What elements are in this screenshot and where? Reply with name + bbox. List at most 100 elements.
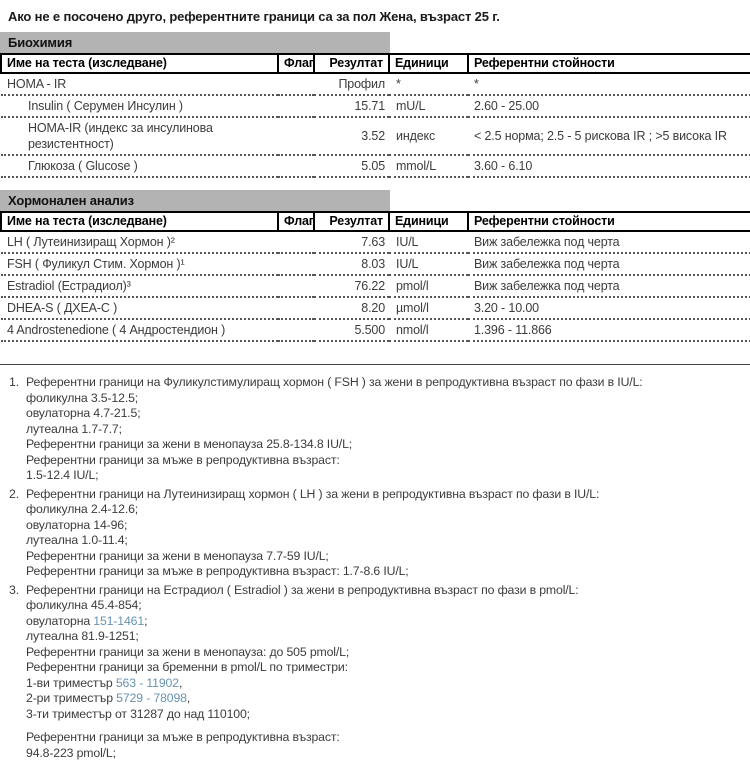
table-row-lh: LH ( Лутеинизиращ Хормон )² 7.63 IU/L Ви… [1,231,750,254]
units-cell: mU/L [389,95,468,118]
footnote-line: Референтни граници за мъже в репродуктив… [26,452,340,467]
footnote-line: Референтни граници за жени в менопауза: … [26,644,350,659]
flag-cell [278,297,314,320]
test-name-cell: Insulin ( Серумен Инсулин ) [1,95,278,118]
footnote-line: лутеална 1.0-11.4; [26,533,128,547]
test-name-cell: HOMA-IR (индекс за инсулинова резистентн… [1,117,278,156]
result-cell: 8.03 [314,253,389,276]
col-header-ref-ranges: Референтни стойности [468,53,750,74]
units-cell: IU/L [389,231,468,254]
footnote-1: 1. Референтни граници на Фуликулстимулир… [9,375,742,484]
footnote-text: , [186,691,191,705]
result-cell: Профил [314,73,389,96]
result-cell: 15.71 [314,95,389,118]
ref-range-cell: * [468,73,750,96]
footnote-line: фоликулна 3.5-12.5; [26,390,139,405]
biochem-table: Име на теста (изследване) Флаг Резултат … [0,53,750,178]
flag-cell [278,319,314,342]
ref-range-cell: 2.60 - 25.00 [468,95,750,118]
report-conditions-note: Ако не е посочено друго, референтните гр… [8,9,500,24]
units-cell: * [389,73,468,96]
flag-cell [278,117,314,156]
footnote-line: Референтни граници на Фуликулстимулиращ … [26,375,643,389]
footnote-line: овулаторна 151-1461; [26,614,742,630]
table-row-homa-ir-profile: HOMA - IR Профил * * [1,73,750,96]
biochem-header-row: Име на теста (изследване) Флаг Резултат … [0,53,750,74]
units-cell: nmol/l [389,319,468,342]
table-row-estradiol: Estradiol (Естрадиол)³ 76.22 pmol/l Виж … [1,275,750,298]
test-name-cell: HOMA - IR [1,73,278,96]
footnotes: 1. Референтни граници на Фуликулстимулир… [0,375,750,761]
footnote-2: 2. Референтни граници на Лутеинизиращ хо… [9,487,742,580]
footnote-number: 2. [9,486,19,501]
ref-range-cell: 1.396 - 11.866 [468,319,750,342]
footnote-line: лутеална 81.9-1251; [26,629,139,643]
footnote-line: 94.8-223 pmol/L; [26,745,116,760]
hormonal-table: Име на теста (изследване) Флаг Резултат … [0,211,750,342]
footnote-line: овулаторна 14-96; [26,517,128,532]
units-cell: IU/L [389,253,468,276]
table-row-glucose: Глюкоза ( Glucose ) 5.05 mmol/L 3.60 - 6… [1,155,750,178]
ref-range-cell: Виж забележка под черта [468,275,750,298]
result-cell: 7.63 [314,231,389,254]
flag-cell [278,73,314,96]
reference-range-highlight: 151-1461 [93,613,145,628]
table-row-insulin: Insulin ( Серумен Инсулин ) 15.71 mU/L 2… [1,95,750,118]
flag-cell [278,275,314,298]
table-row-androstenedione: 4 Androstenedione ( 4 Андростендион ) 5.… [1,319,750,342]
footnote-line: Референтни граници на Естрадиол ( Estrad… [26,582,579,597]
footnote-line: Референтни граници на Лутеинизиращ хормо… [26,486,600,501]
units-cell: µmol/l [389,297,468,320]
footnote-number: 1. [9,375,19,389]
flag-cell [278,253,314,276]
test-name-cell: LH ( Лутеинизиращ Хормон )² [1,231,278,254]
reference-range-highlight: 5729 - 78098 [116,691,187,705]
footnote-text: ; [144,613,148,628]
col-header-flag: Флаг [278,53,315,74]
result-cell: 5.05 [314,155,389,178]
footnote-text: овулаторна [26,613,94,628]
result-cell: 8.20 [314,297,389,320]
col-header-ref-ranges: Референтни стойности [468,211,750,232]
flag-cell [278,95,314,118]
col-header-flag: Флаг [278,211,315,232]
col-header-units: Единици [389,53,469,74]
footnote-line: Референтни граници за бременни в pmol/L … [26,660,348,674]
ref-range-cell: 3.60 - 6.10 [468,155,750,178]
reference-range-highlight: 563 - 11902 [115,675,179,690]
flag-cell [278,155,314,178]
section-header-hormonal: Хормонален анализ [0,190,390,211]
section-hormonal: Хормонален анализ Име на теста (изследва… [0,190,750,342]
col-header-result: Резултат [314,53,390,74]
flag-cell [278,231,314,254]
footnote-text: 2-ри триместър [26,691,117,705]
footnote-line: 1.5-12.4 IU/L; [26,468,99,482]
table-row-homa-ir-index: HOMA-IR (индекс за инсулинова резистентн… [1,117,750,156]
footnote-line: Референтни граници за мъже в репродуктив… [26,564,409,578]
footnote-line: Референтни граници за жени в менопауза 7… [26,548,329,563]
footnote-line: овулаторна 4.7-21.5; [26,406,141,420]
footnote-number: 3. [9,582,19,597]
test-name-cell: 4 Androstenedione ( 4 Андростендион ) [1,319,278,342]
test-name-cell: DHEA-S ( ДХЕА-С ) [1,297,278,320]
section-header-biochem: Биохимия [0,32,390,53]
footnote-line: 2-ри триместър 5729 - 78098, [26,691,742,707]
footnote-3: 3. Референтни граници на Естрадиол ( Est… [9,583,742,761]
table-row-dhea-s: DHEA-S ( ДХЕА-С ) 8.20 µmol/l 3.20 - 10.… [1,297,750,320]
section-biochem: Биохимия Име на теста (изследване) Флаг … [0,32,750,178]
units-cell: pmol/l [389,275,468,298]
result-cell: 5.500 [314,319,389,342]
footnote-line: 1-ви триместър 563 - 11902, [26,676,742,692]
result-cell: 76.22 [314,275,389,298]
hormonal-header-row: Име на теста (изследване) Флаг Резултат … [0,211,750,232]
test-name-cell: FSH ( Фуликул Стим. Хормон )¹ [1,253,278,276]
footnote-line: фоликулна 2.4-12.6; [26,502,139,516]
ref-range-cell: Виж забележка под черта [468,253,750,276]
result-cell: 3.52 [314,117,389,156]
footnote-line: Референтни граници за мъже в репродуктив… [26,730,340,744]
col-header-units: Единици [389,211,469,232]
footnote-separator [0,364,750,365]
units-cell: индекс [389,117,468,156]
footnote-line: Референтни граници за жени в менопауза 2… [26,437,353,451]
